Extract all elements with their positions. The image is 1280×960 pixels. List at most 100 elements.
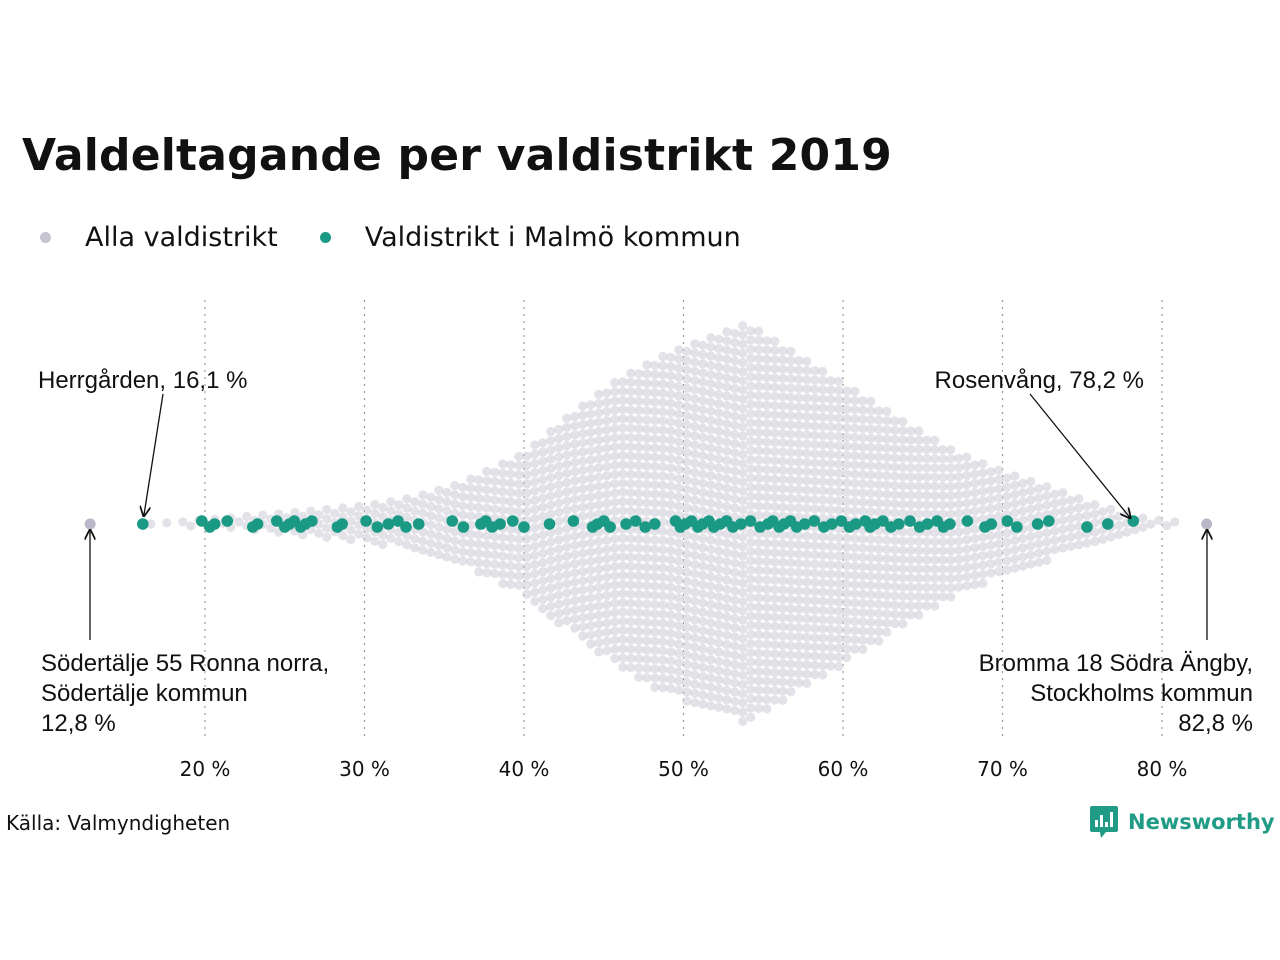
district-point: [618, 616, 628, 626]
malmo-district-point: [1031, 518, 1044, 530]
district-point: [802, 448, 812, 458]
district-point: [650, 590, 660, 600]
district-point: [890, 591, 900, 601]
district-point: [634, 534, 644, 544]
district-point: [978, 542, 988, 552]
district-point: [954, 499, 964, 509]
district-point: [706, 415, 716, 426]
district-point: [770, 364, 780, 374]
district-point: [802, 614, 812, 624]
district-point: [594, 536, 604, 547]
district-point: [610, 534, 620, 544]
district-point: [834, 533, 844, 543]
district-point: [1170, 517, 1180, 527]
district-point: [658, 646, 668, 656]
district-point: [898, 573, 908, 583]
district-point: [466, 548, 476, 558]
district-point: [866, 636, 876, 646]
district-point: [850, 488, 860, 498]
district-point: [794, 650, 804, 660]
district-point: [714, 684, 724, 694]
district-point: [810, 550, 820, 560]
district-point: [722, 603, 732, 613]
district-point: [882, 406, 892, 416]
district-point: [690, 412, 700, 422]
district-point: [850, 598, 860, 608]
district-point: [538, 456, 548, 466]
district-point: [722, 501, 732, 512]
district-point: [594, 564, 604, 574]
district-point: [610, 598, 620, 609]
district-point: [722, 621, 732, 631]
district-point: [522, 506, 532, 517]
district-point: [650, 682, 660, 692]
district-point: [602, 563, 612, 573]
district-point: [946, 537, 956, 547]
district-point: [506, 561, 516, 571]
district-point: [618, 543, 628, 553]
district-point: [538, 493, 548, 503]
district-point: [594, 426, 604, 436]
district-point: [706, 535, 716, 545]
district-point: [794, 577, 804, 587]
district-point: [674, 612, 684, 622]
district-point: [594, 601, 604, 611]
district-point: [586, 575, 596, 585]
district-point: [674, 464, 684, 474]
district-point: [674, 621, 684, 631]
district-point: [474, 502, 484, 513]
district-point: [754, 335, 764, 345]
district-point: [578, 530, 588, 540]
district-point: [690, 385, 700, 395]
district-point: [874, 581, 884, 591]
district-point: [698, 405, 708, 415]
district-point: [906, 536, 916, 546]
district-point: [810, 439, 820, 450]
district-point: [730, 420, 740, 430]
district-point: [402, 494, 412, 504]
district-point: [1026, 495, 1036, 505]
district-point: [986, 476, 996, 486]
district-point: [738, 449, 748, 460]
district-point: [682, 659, 692, 669]
district-point: [554, 498, 564, 508]
district-point: [882, 609, 892, 619]
district-point: [914, 435, 924, 445]
district-point: [946, 491, 956, 501]
district-point: [658, 443, 668, 454]
district-point: [890, 490, 900, 500]
district-point: [594, 408, 604, 418]
district-point: [1002, 491, 1012, 501]
district-point: [762, 363, 772, 373]
malmo-district-point: [808, 515, 821, 527]
district-point: [482, 531, 492, 541]
district-point: [626, 552, 636, 562]
district-point: [650, 480, 660, 490]
district-point: [746, 537, 756, 548]
district-point: [794, 374, 804, 384]
district-point: [674, 584, 684, 594]
annotation-arrow: [1029, 393, 1130, 518]
district-point: [714, 472, 724, 482]
district-point: [746, 528, 756, 538]
district-point: [1026, 532, 1036, 542]
district-point: [554, 562, 564, 573]
district-point: [738, 661, 748, 671]
district-point: [602, 471, 612, 481]
district-point: [602, 480, 612, 490]
district-point: [770, 483, 780, 493]
district-point: [850, 386, 860, 396]
district-point: [890, 554, 900, 564]
district-point: [794, 503, 804, 513]
district-point: [746, 547, 756, 557]
district-point: [722, 354, 732, 364]
district-point: [882, 600, 892, 610]
district-point: [706, 397, 716, 407]
district-point: [658, 453, 668, 463]
district-point: [602, 462, 612, 472]
district-point: [642, 452, 652, 462]
district-point: [754, 427, 764, 437]
district-point: [762, 630, 772, 640]
district-point: [794, 383, 804, 394]
district-point: [418, 536, 428, 546]
